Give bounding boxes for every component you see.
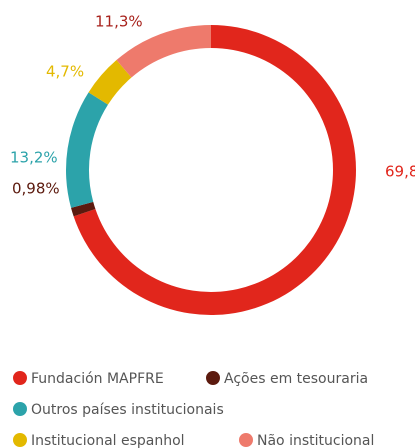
data-label: 11,3% [95,13,143,31]
donut-segment [116,24,211,78]
legend-label: Fundación MAPFRE [31,371,164,387]
data-label: 0,98% [12,180,60,198]
legend-swatch [239,433,253,447]
legend-swatch [206,371,220,385]
data-label: 69,8% [385,163,415,181]
data-label: 13,2% [10,149,58,167]
legend-label: Não institucional [257,433,374,448]
legend-swatch [13,402,27,416]
donut-segment [66,92,108,208]
legend-label: Ações em tesouraria [224,371,368,387]
donut-segment [71,201,96,217]
legend-label: Outros países institucionais [31,402,224,418]
legend-swatch [13,371,27,385]
legend-label: Institucional espanhol [31,433,185,448]
donut-segment [88,60,132,105]
data-label: 4,7% [46,63,84,81]
legend-swatch [13,433,27,447]
